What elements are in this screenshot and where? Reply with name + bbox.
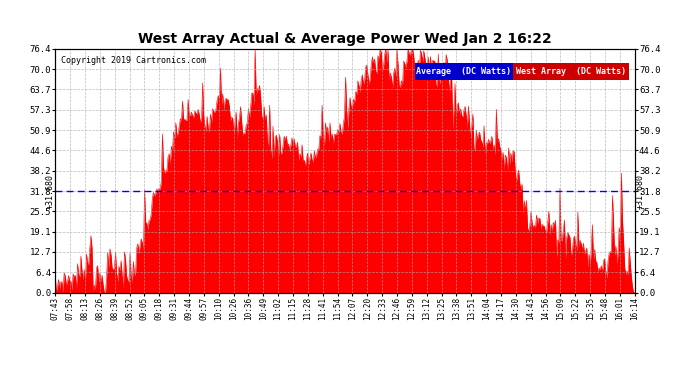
Text: Copyright 2019 Cartronics.com: Copyright 2019 Cartronics.com bbox=[61, 56, 206, 65]
Title: West Array Actual & Average Power Wed Jan 2 16:22: West Array Actual & Average Power Wed Ja… bbox=[138, 32, 552, 46]
FancyBboxPatch shape bbox=[513, 63, 629, 81]
Text: Average  (DC Watts): Average (DC Watts) bbox=[416, 68, 511, 76]
FancyBboxPatch shape bbox=[415, 63, 513, 81]
Text: +31.680: +31.680 bbox=[46, 174, 55, 209]
Text: West Array  (DC Watts): West Array (DC Watts) bbox=[516, 68, 626, 76]
Text: +31.680: +31.680 bbox=[635, 174, 644, 209]
